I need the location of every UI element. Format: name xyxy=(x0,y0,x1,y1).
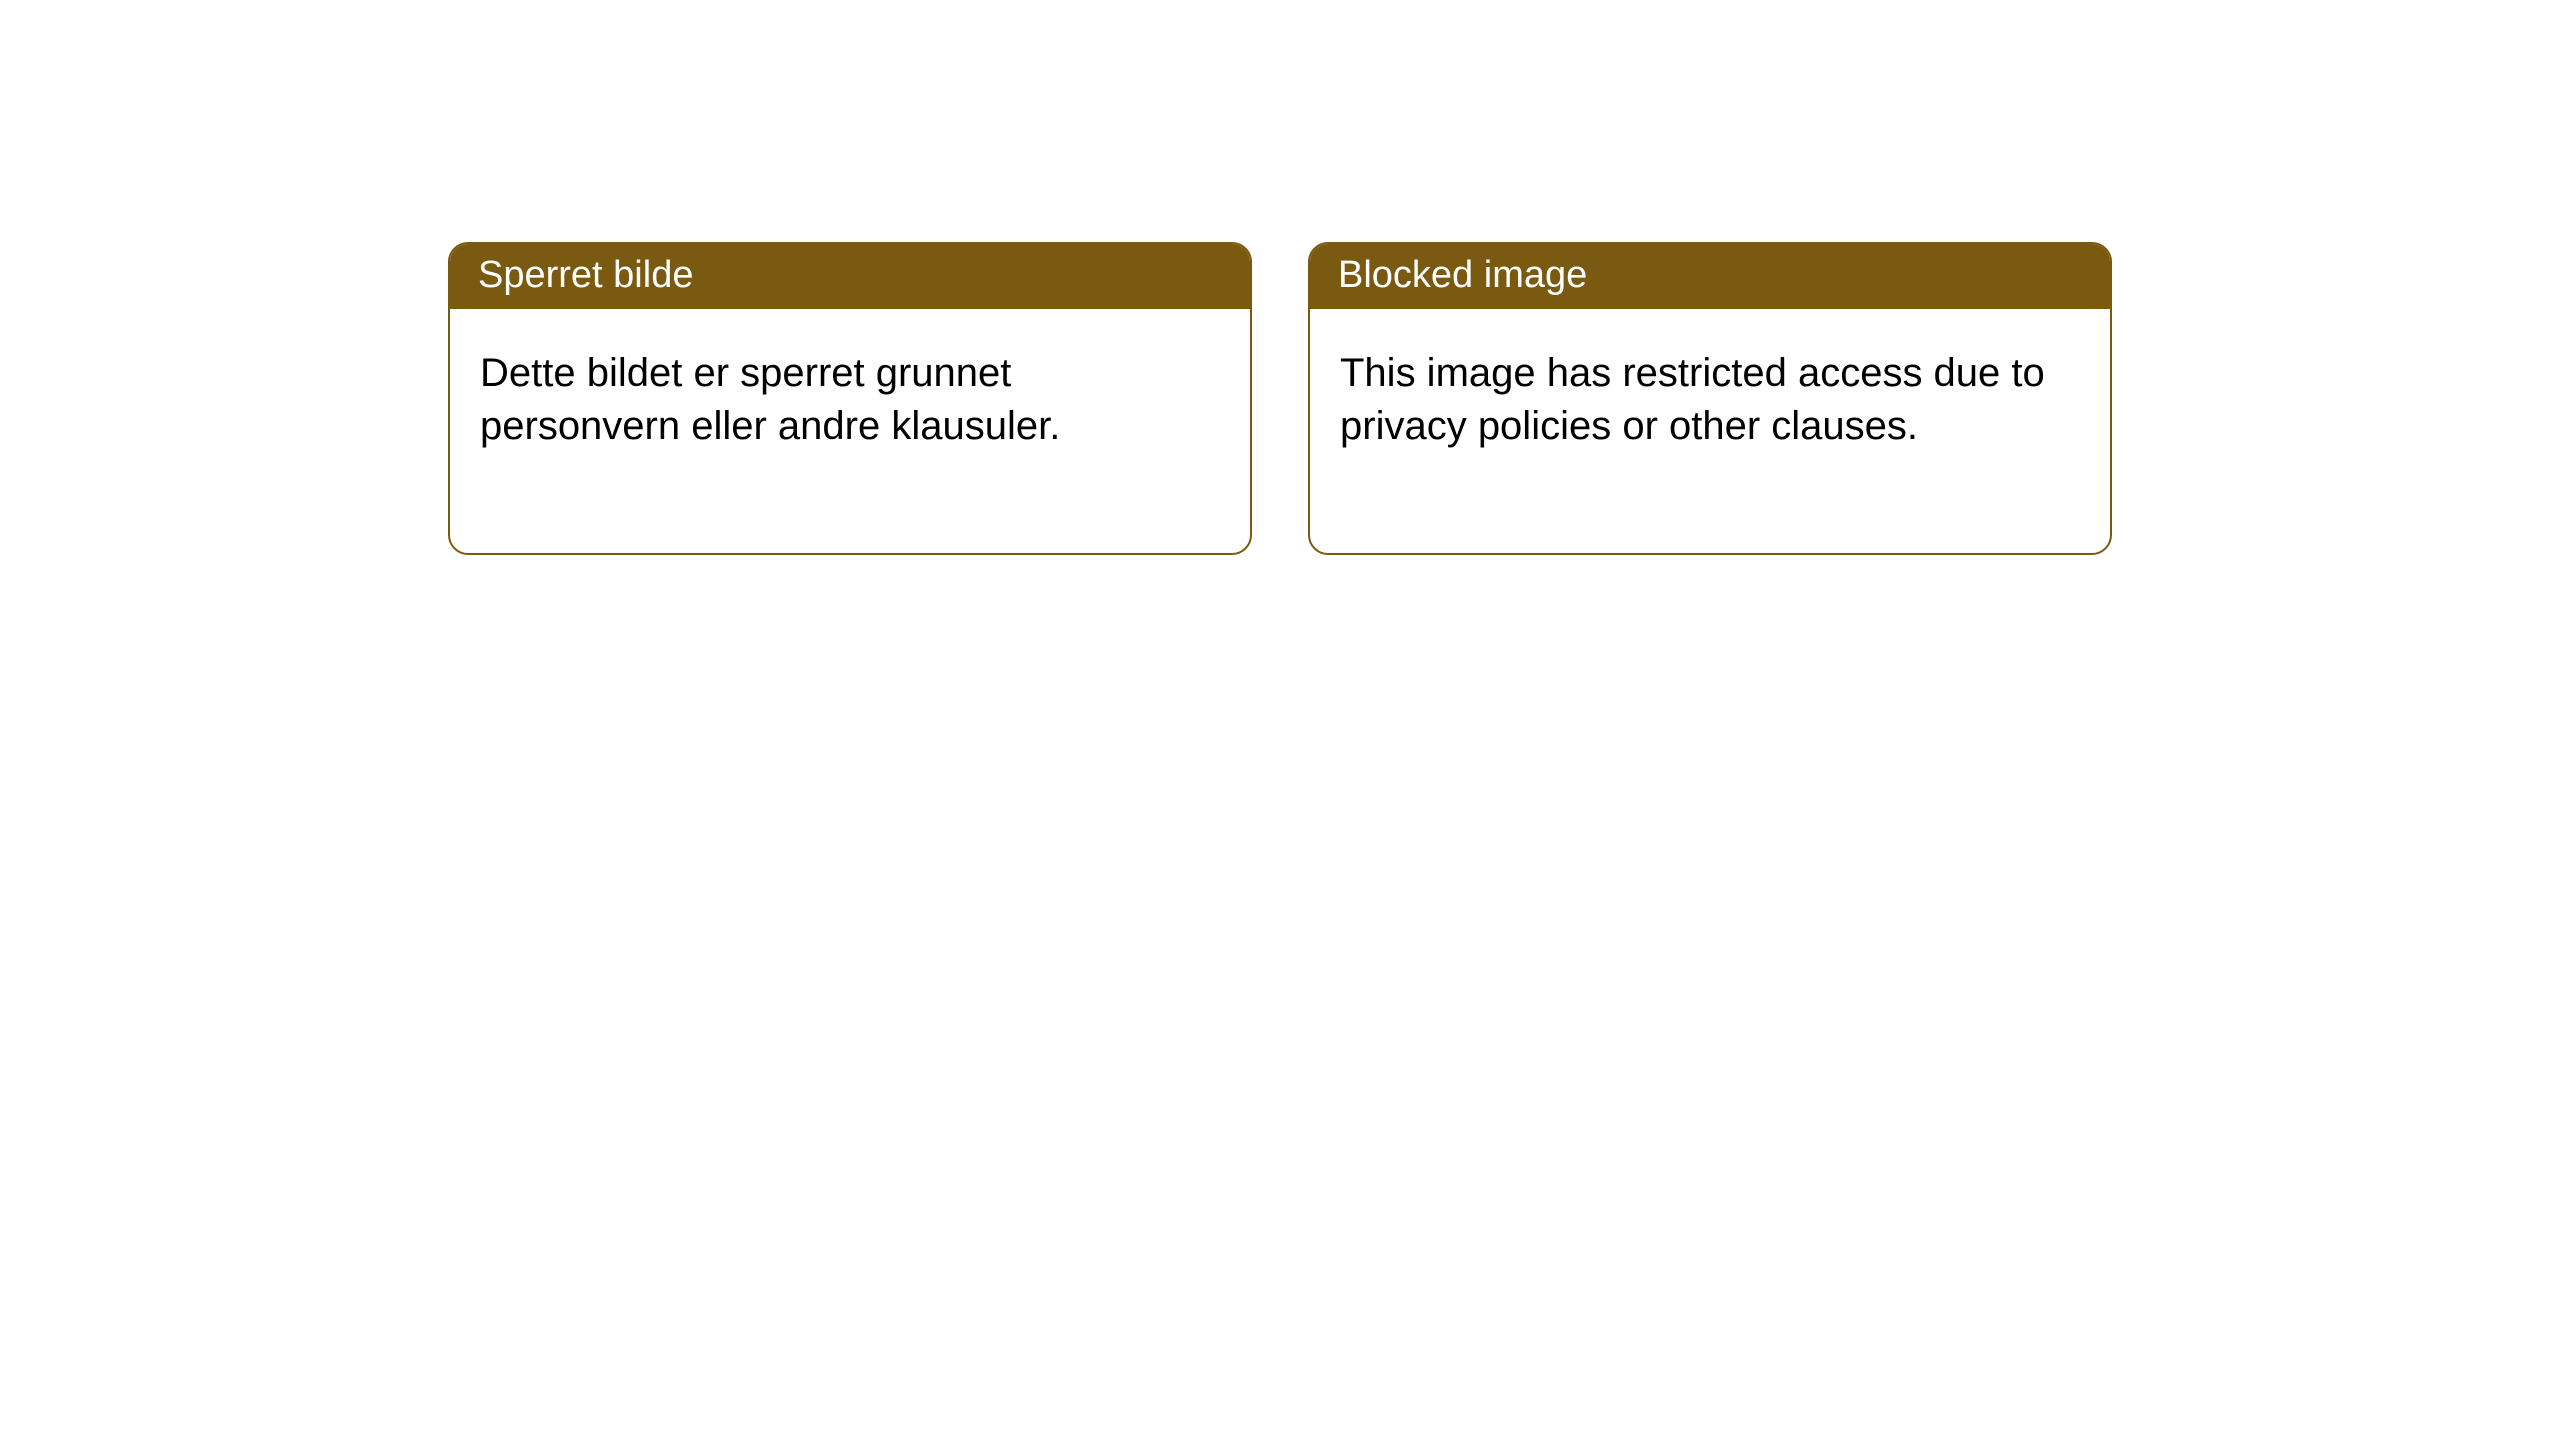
card-header-no: Sperret bilde xyxy=(450,244,1250,309)
card-body-en: This image has restricted access due to … xyxy=(1310,309,2110,553)
cards-container: Sperret bilde Dette bildet er sperret gr… xyxy=(0,0,2560,555)
card-body-no: Dette bildet er sperret grunnet personve… xyxy=(450,309,1250,553)
blocked-image-card-no: Sperret bilde Dette bildet er sperret gr… xyxy=(448,242,1252,555)
card-header-en: Blocked image xyxy=(1310,244,2110,309)
blocked-image-card-en: Blocked image This image has restricted … xyxy=(1308,242,2112,555)
